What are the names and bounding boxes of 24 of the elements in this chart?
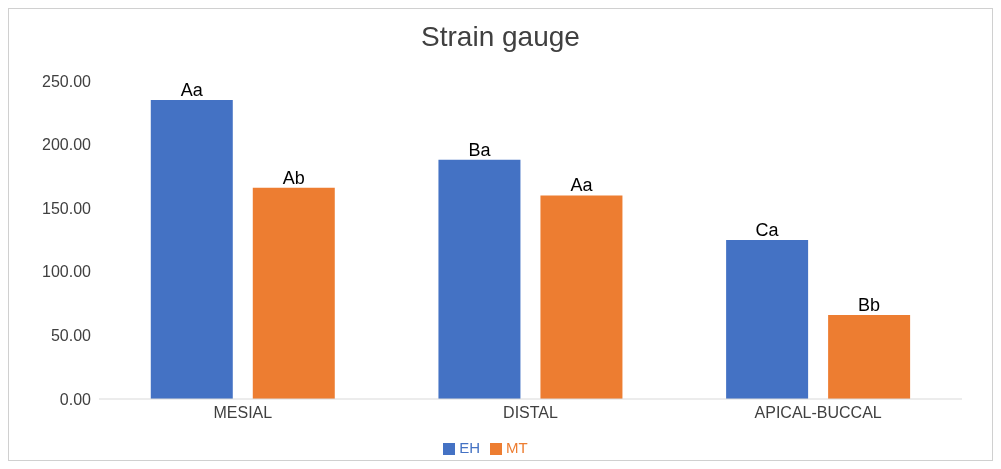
data-label: Ca — [755, 220, 780, 240]
x-tick-label: MESIAL — [213, 404, 273, 422]
bar — [252, 187, 335, 399]
data-label: Ba — [468, 139, 492, 160]
x-tick-label: DISTAL — [503, 404, 559, 422]
data-label: Aa — [180, 80, 204, 101]
y-tick-label: 150.00 — [42, 199, 92, 217]
bar — [438, 159, 521, 399]
y-tick-label: 200.00 — [42, 136, 92, 154]
y-tick-label: 50.00 — [50, 327, 92, 345]
y-tick-label: 0.00 — [59, 390, 92, 408]
bar — [828, 315, 911, 399]
bar — [726, 240, 809, 399]
bar — [150, 100, 233, 399]
legend-label: MT — [506, 439, 528, 456]
bar — [540, 195, 623, 399]
data-label: Bb — [858, 295, 881, 316]
y-tick-label: 100.00 — [42, 263, 92, 281]
chart-title: Strain gauge — [420, 21, 581, 54]
data-label: Aa — [570, 175, 594, 196]
x-tick-label: APICAL-BUCCAL — [754, 404, 882, 422]
data-label: Ab — [282, 167, 305, 188]
legend-label: EH — [459, 439, 481, 456]
y-tick-label: 250.00 — [42, 72, 92, 90]
